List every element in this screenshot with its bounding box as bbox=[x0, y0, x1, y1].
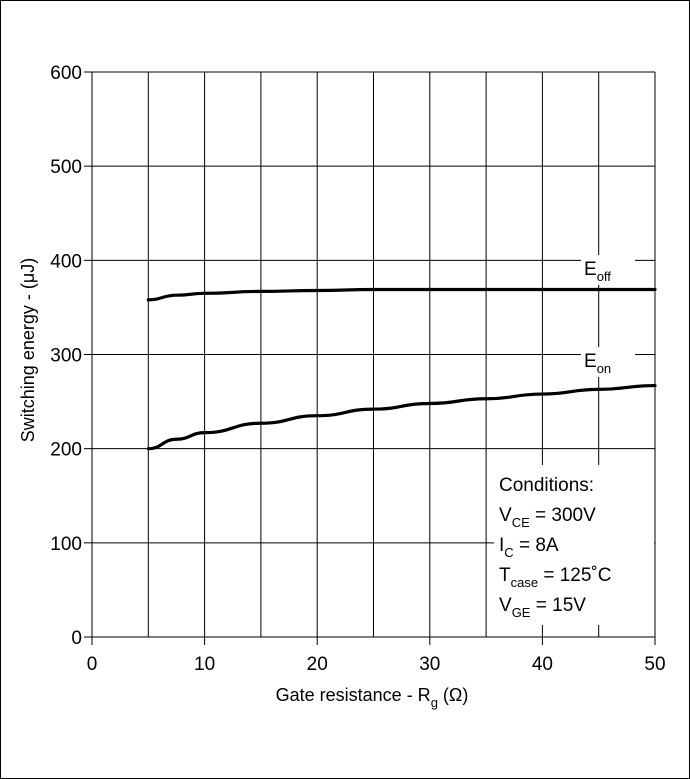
condition-line: VGE = 15V bbox=[499, 595, 586, 620]
y-tick-label: 100 bbox=[50, 534, 82, 555]
conditions-bg bbox=[494, 465, 654, 625]
series-label-off: Eoff bbox=[584, 259, 611, 284]
y-tick-label: 0 bbox=[71, 628, 82, 649]
y-tick-label: 600 bbox=[50, 63, 82, 84]
x-tick-label: 50 bbox=[644, 654, 665, 675]
series-line-off bbox=[146, 287, 657, 302]
conditions-box: Conditions: VCE = 300V IC = 8A Tcase = 125˚… bbox=[494, 465, 654, 625]
series-label-bg bbox=[581, 347, 635, 377]
y-tick-label: 200 bbox=[50, 440, 82, 461]
x-tick-label: 30 bbox=[419, 654, 440, 675]
y-tick-label: 500 bbox=[50, 157, 82, 178]
series-curves bbox=[146, 287, 657, 451]
x-tick-label: 40 bbox=[532, 654, 553, 675]
condition-line: Tcase = 125˚C bbox=[499, 565, 611, 590]
tick-labels: 0 100 200 300 400 500 600 0 10 20 30 40 50 bbox=[50, 63, 665, 675]
x-tick-label: 10 bbox=[194, 654, 215, 675]
x-axis-title: Gate resistance - Rg (Ω) bbox=[276, 685, 469, 710]
series-label-on: Eon bbox=[584, 351, 611, 376]
series-line-on bbox=[146, 383, 657, 451]
y-tick-label: 400 bbox=[50, 251, 82, 272]
y-tick-label: 300 bbox=[50, 346, 82, 367]
y-axis-title: Switching energy - (μJ) bbox=[18, 258, 38, 442]
condition-line: VCE = 300V bbox=[499, 505, 596, 530]
x-tick-label: 20 bbox=[307, 654, 328, 675]
conditions-title: Conditions: bbox=[499, 475, 594, 496]
x-tick-label: 0 bbox=[87, 654, 98, 675]
condition-line: IC = 8A bbox=[499, 535, 559, 560]
series-label-bg bbox=[581, 255, 635, 285]
series-labels: Eoff Eon bbox=[581, 255, 635, 377]
